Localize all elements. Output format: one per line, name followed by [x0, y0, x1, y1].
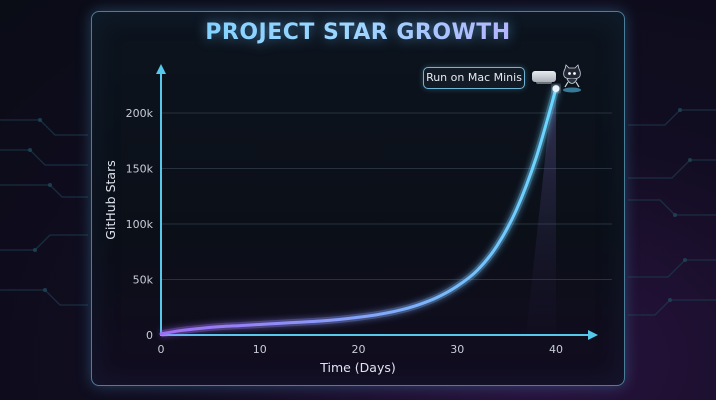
- series-line: [159, 87, 558, 336]
- annotation-label: Run on Mac Minis: [423, 67, 525, 89]
- x-tick-labels: 0 10 20 30 40: [158, 343, 564, 356]
- y-axis-title: GitHub Stars: [103, 160, 118, 239]
- x-axis-title: Time (Days): [319, 360, 396, 375]
- x-tick-label: 40: [549, 343, 563, 356]
- x-axis-arrow: [588, 330, 598, 340]
- y-axis-arrow: [156, 64, 166, 74]
- y-tick-labels: 0 50k 100k 150k 200k: [126, 107, 154, 342]
- x-tick-label: 30: [450, 343, 464, 356]
- x-tick-label: 10: [253, 343, 267, 356]
- y-tick-label: 200k: [126, 107, 154, 120]
- x-tick-label: 20: [352, 343, 366, 356]
- y-tick-label: 0: [146, 329, 153, 342]
- x-tick-label: 0: [158, 343, 165, 356]
- chart-title: PROJECT STAR GROWTH: [91, 20, 625, 45]
- series-line-glow: [160, 87, 560, 338]
- y-tick-label: 100k: [126, 218, 154, 231]
- endpoint-drop-shade: [526, 88, 556, 335]
- octocat-mascot-icon: [563, 64, 581, 93]
- mac-mini-icon: [532, 71, 556, 84]
- y-tick-label: 50k: [133, 274, 154, 287]
- axes: [156, 64, 598, 340]
- y-tick-label: 150k: [126, 163, 154, 176]
- series-endpoint-point: [552, 85, 560, 93]
